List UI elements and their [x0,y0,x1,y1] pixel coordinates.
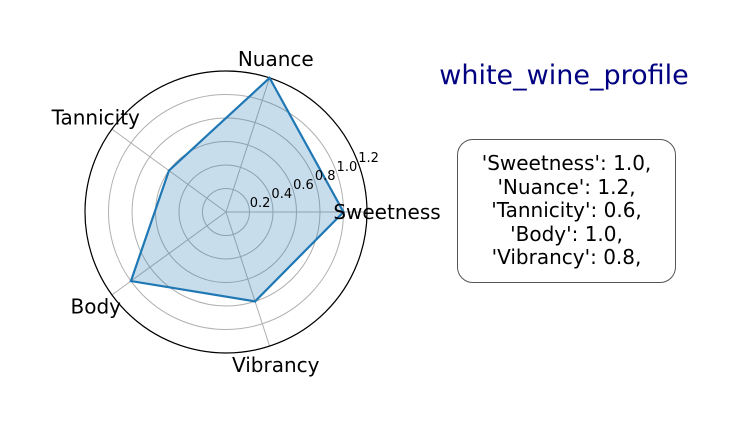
category-label: Sweetness [333,200,440,224]
category-label: Tannicity [51,105,140,129]
value-line: 'Nuance': 1.2, [497,174,636,199]
polar-frame [84,70,368,354]
chart-title: white_wine_profile [439,60,689,91]
data-point [342,210,345,214]
category-label: Nuance [238,47,314,71]
value-line: 'Sweetness': 1.0, [481,151,652,176]
values-box: 'Sweetness': 1.0, 'Nuance': 1.2, 'Tannic… [457,139,676,283]
spoke-gridline [225,77,271,213]
spoke-gridline [225,211,271,347]
radial-tick-label: 0.8 [315,169,336,184]
category-label: Vibrancy [232,353,320,377]
category-label: Body [70,295,121,319]
radial-tick-label: 0.4 [271,187,292,202]
data-point [268,76,271,80]
data-point [253,300,257,303]
radial-tick-label: 1.2 [358,151,379,166]
value-line: 'Body': 1.0, [510,221,623,246]
value-line: 'Vibrancy': 0.8, [491,245,642,270]
data-point [167,169,171,172]
series-line [129,76,345,303]
radial-tick-label: 1.0 [337,160,358,175]
data-point [129,279,133,283]
radial-tick-label: 0.2 [250,196,271,211]
radial-tick-label: 0.6 [293,178,314,193]
series-area [130,77,344,302]
value-line: 'Tannicity': 0.6, [491,198,642,223]
